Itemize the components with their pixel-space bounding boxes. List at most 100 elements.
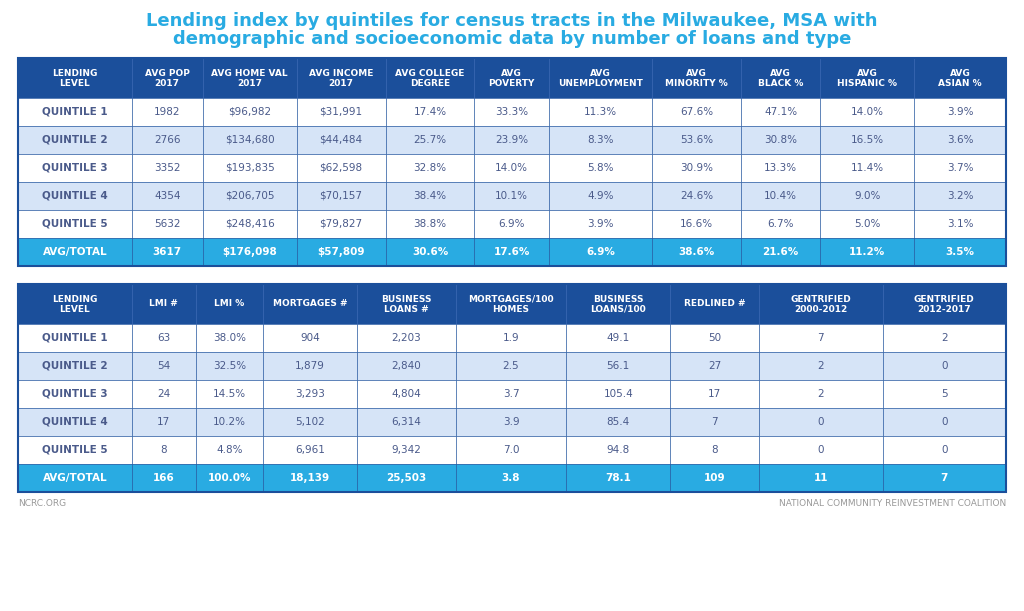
- Text: QUINTILE 1: QUINTILE 1: [42, 333, 108, 343]
- Text: Lending index by quintiles for census tracts in the Milwaukee, MSA with: Lending index by quintiles for census tr…: [146, 12, 878, 30]
- Bar: [263, 284, 357, 324]
- Bar: [357, 464, 456, 492]
- Bar: [820, 154, 914, 182]
- Bar: [132, 154, 203, 182]
- Text: HISPANIC %: HISPANIC %: [838, 78, 897, 87]
- Bar: [357, 436, 456, 464]
- Bar: [132, 436, 196, 464]
- Text: 5632: 5632: [154, 219, 180, 229]
- Bar: [566, 380, 670, 408]
- Text: 6.9%: 6.9%: [586, 247, 614, 257]
- Text: QUINTILE 5: QUINTILE 5: [42, 219, 108, 229]
- Text: 7: 7: [941, 473, 948, 483]
- Text: 7: 7: [712, 417, 718, 427]
- Text: 25.7%: 25.7%: [414, 135, 446, 145]
- Bar: [456, 464, 566, 492]
- Text: 2000-2012: 2000-2012: [795, 304, 848, 313]
- Bar: [914, 98, 1006, 126]
- Text: REDLINED #: REDLINED #: [684, 299, 745, 309]
- Text: 16.6%: 16.6%: [680, 219, 714, 229]
- Bar: [549, 58, 652, 98]
- Text: LENDING: LENDING: [52, 295, 97, 304]
- Bar: [820, 58, 914, 98]
- Bar: [566, 352, 670, 380]
- Text: 63: 63: [157, 333, 170, 343]
- Bar: [883, 352, 1006, 380]
- Text: 0: 0: [941, 361, 947, 371]
- Text: 4,804: 4,804: [391, 389, 421, 399]
- Text: QUINTILE 1: QUINTILE 1: [42, 107, 108, 117]
- Text: 30.6%: 30.6%: [412, 247, 449, 257]
- Bar: [456, 352, 566, 380]
- Text: 30.8%: 30.8%: [764, 135, 798, 145]
- Bar: [652, 210, 741, 238]
- Text: 8: 8: [712, 445, 718, 455]
- Text: 7: 7: [817, 333, 824, 343]
- Bar: [132, 126, 203, 154]
- Text: 4.8%: 4.8%: [216, 445, 243, 455]
- Bar: [820, 182, 914, 210]
- Bar: [297, 98, 385, 126]
- Bar: [203, 126, 297, 154]
- Bar: [759, 464, 883, 492]
- Bar: [566, 408, 670, 436]
- Text: 2017: 2017: [238, 78, 262, 87]
- Bar: [741, 58, 820, 98]
- Text: UNEMPLOYMENT: UNEMPLOYMENT: [558, 78, 643, 87]
- Text: $79,827: $79,827: [319, 219, 362, 229]
- Bar: [18, 436, 132, 464]
- Text: 0: 0: [941, 445, 947, 455]
- Bar: [820, 238, 914, 266]
- Text: 2: 2: [817, 361, 824, 371]
- Bar: [18, 352, 132, 380]
- Text: 166: 166: [153, 473, 175, 483]
- Bar: [385, 182, 474, 210]
- Text: 5,102: 5,102: [295, 417, 325, 427]
- Bar: [203, 98, 297, 126]
- Text: AVG: AVG: [857, 68, 878, 78]
- Bar: [297, 154, 385, 182]
- Bar: [549, 98, 652, 126]
- Text: 5: 5: [941, 389, 947, 399]
- Bar: [263, 352, 357, 380]
- Text: 1.9: 1.9: [503, 333, 519, 343]
- Bar: [652, 126, 741, 154]
- Bar: [670, 284, 759, 324]
- Text: GENTRIFIED: GENTRIFIED: [913, 295, 975, 304]
- Bar: [385, 238, 474, 266]
- Bar: [914, 210, 1006, 238]
- Text: AVG COLLEGE: AVG COLLEGE: [395, 68, 465, 78]
- Text: 18,139: 18,139: [290, 473, 330, 483]
- Text: 16.5%: 16.5%: [851, 135, 884, 145]
- Bar: [196, 436, 263, 464]
- Text: 6.7%: 6.7%: [767, 219, 794, 229]
- Text: 3.9: 3.9: [503, 417, 519, 427]
- Bar: [474, 182, 549, 210]
- Bar: [652, 98, 741, 126]
- Text: MORTGAGES #: MORTGAGES #: [272, 299, 347, 309]
- Text: 5.8%: 5.8%: [587, 163, 613, 173]
- Text: 50: 50: [708, 333, 721, 343]
- Bar: [549, 182, 652, 210]
- Bar: [883, 380, 1006, 408]
- Bar: [670, 324, 759, 352]
- Text: LEVEL: LEVEL: [59, 304, 90, 313]
- Text: 109: 109: [703, 473, 725, 483]
- Text: 17: 17: [708, 389, 721, 399]
- Bar: [820, 126, 914, 154]
- Bar: [18, 324, 132, 352]
- Bar: [670, 464, 759, 492]
- Text: GENTRIFIED: GENTRIFIED: [791, 295, 851, 304]
- Text: 105.4: 105.4: [603, 389, 633, 399]
- Text: HOMES: HOMES: [493, 304, 529, 313]
- Text: 11.3%: 11.3%: [584, 107, 617, 117]
- Text: $248,416: $248,416: [225, 219, 274, 229]
- Text: POVERTY: POVERTY: [488, 78, 535, 87]
- Text: 4.9%: 4.9%: [587, 191, 613, 201]
- Text: $193,835: $193,835: [225, 163, 274, 173]
- Bar: [18, 58, 132, 98]
- Text: 30.9%: 30.9%: [680, 163, 714, 173]
- Bar: [18, 238, 132, 266]
- Text: LOANS/100: LOANS/100: [590, 304, 646, 313]
- Text: AVG INCOME: AVG INCOME: [309, 68, 374, 78]
